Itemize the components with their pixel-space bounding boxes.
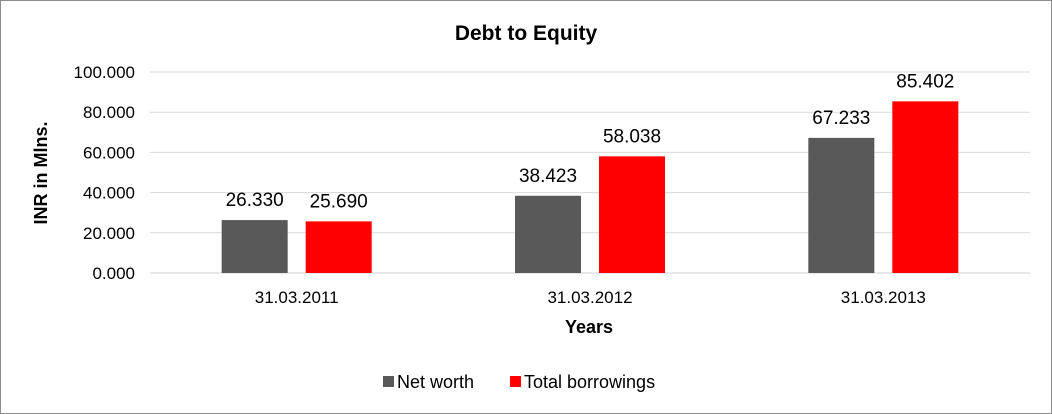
x-tick-label: 31.03.2012 [547, 288, 632, 307]
legend-label: Total borrowings [524, 372, 655, 392]
x-axis-title: Years [565, 317, 613, 337]
legend-swatch [510, 376, 521, 387]
bar-total-borrowings [599, 156, 665, 273]
y-axis-title: INR in Mlns. [31, 122, 51, 225]
chart-title: Debt to Equity [455, 22, 598, 45]
data-label: 38.423 [519, 166, 577, 187]
legend: Net worth Total borrowings [383, 372, 655, 392]
bar-net-worth [808, 137, 875, 273]
y-tick-label: 0.000 [92, 264, 135, 283]
bars [221, 101, 959, 273]
gridlines [150, 71, 1030, 274]
data-label: 25.690 [310, 191, 368, 212]
y-tick-label: 60.000 [83, 143, 135, 162]
x-tick-label: 31.03.2011 [255, 288, 339, 307]
x-axis-ticks: 31.03.2011 31.03.2012 31.03.2013 [255, 288, 926, 307]
bar-total-borrowings [892, 101, 959, 273]
data-label: 58.038 [603, 126, 661, 147]
x-tick-label: 31.03.2013 [841, 288, 926, 307]
data-label: 67.233 [812, 108, 870, 129]
bar-total-borrowings [305, 221, 372, 273]
legend-swatch [383, 376, 394, 387]
y-tick-label: 100.000 [74, 63, 135, 82]
bar-net-worth [515, 195, 581, 273]
data-label: 26.330 [226, 190, 284, 211]
data-labels: 26.330 25.690 38.423 58.038 67.233 85.402 [226, 71, 955, 212]
y-tick-label: 20.000 [83, 224, 135, 243]
y-axis-ticks: 0.000 20.000 40.000 60.000 80.000 100.000 [74, 63, 135, 283]
legend-label: Net worth [397, 372, 474, 392]
bar-net-worth [221, 220, 288, 273]
y-tick-label: 80.000 [83, 103, 135, 122]
y-tick-label: 40.000 [83, 184, 135, 203]
data-label: 85.402 [896, 71, 954, 92]
